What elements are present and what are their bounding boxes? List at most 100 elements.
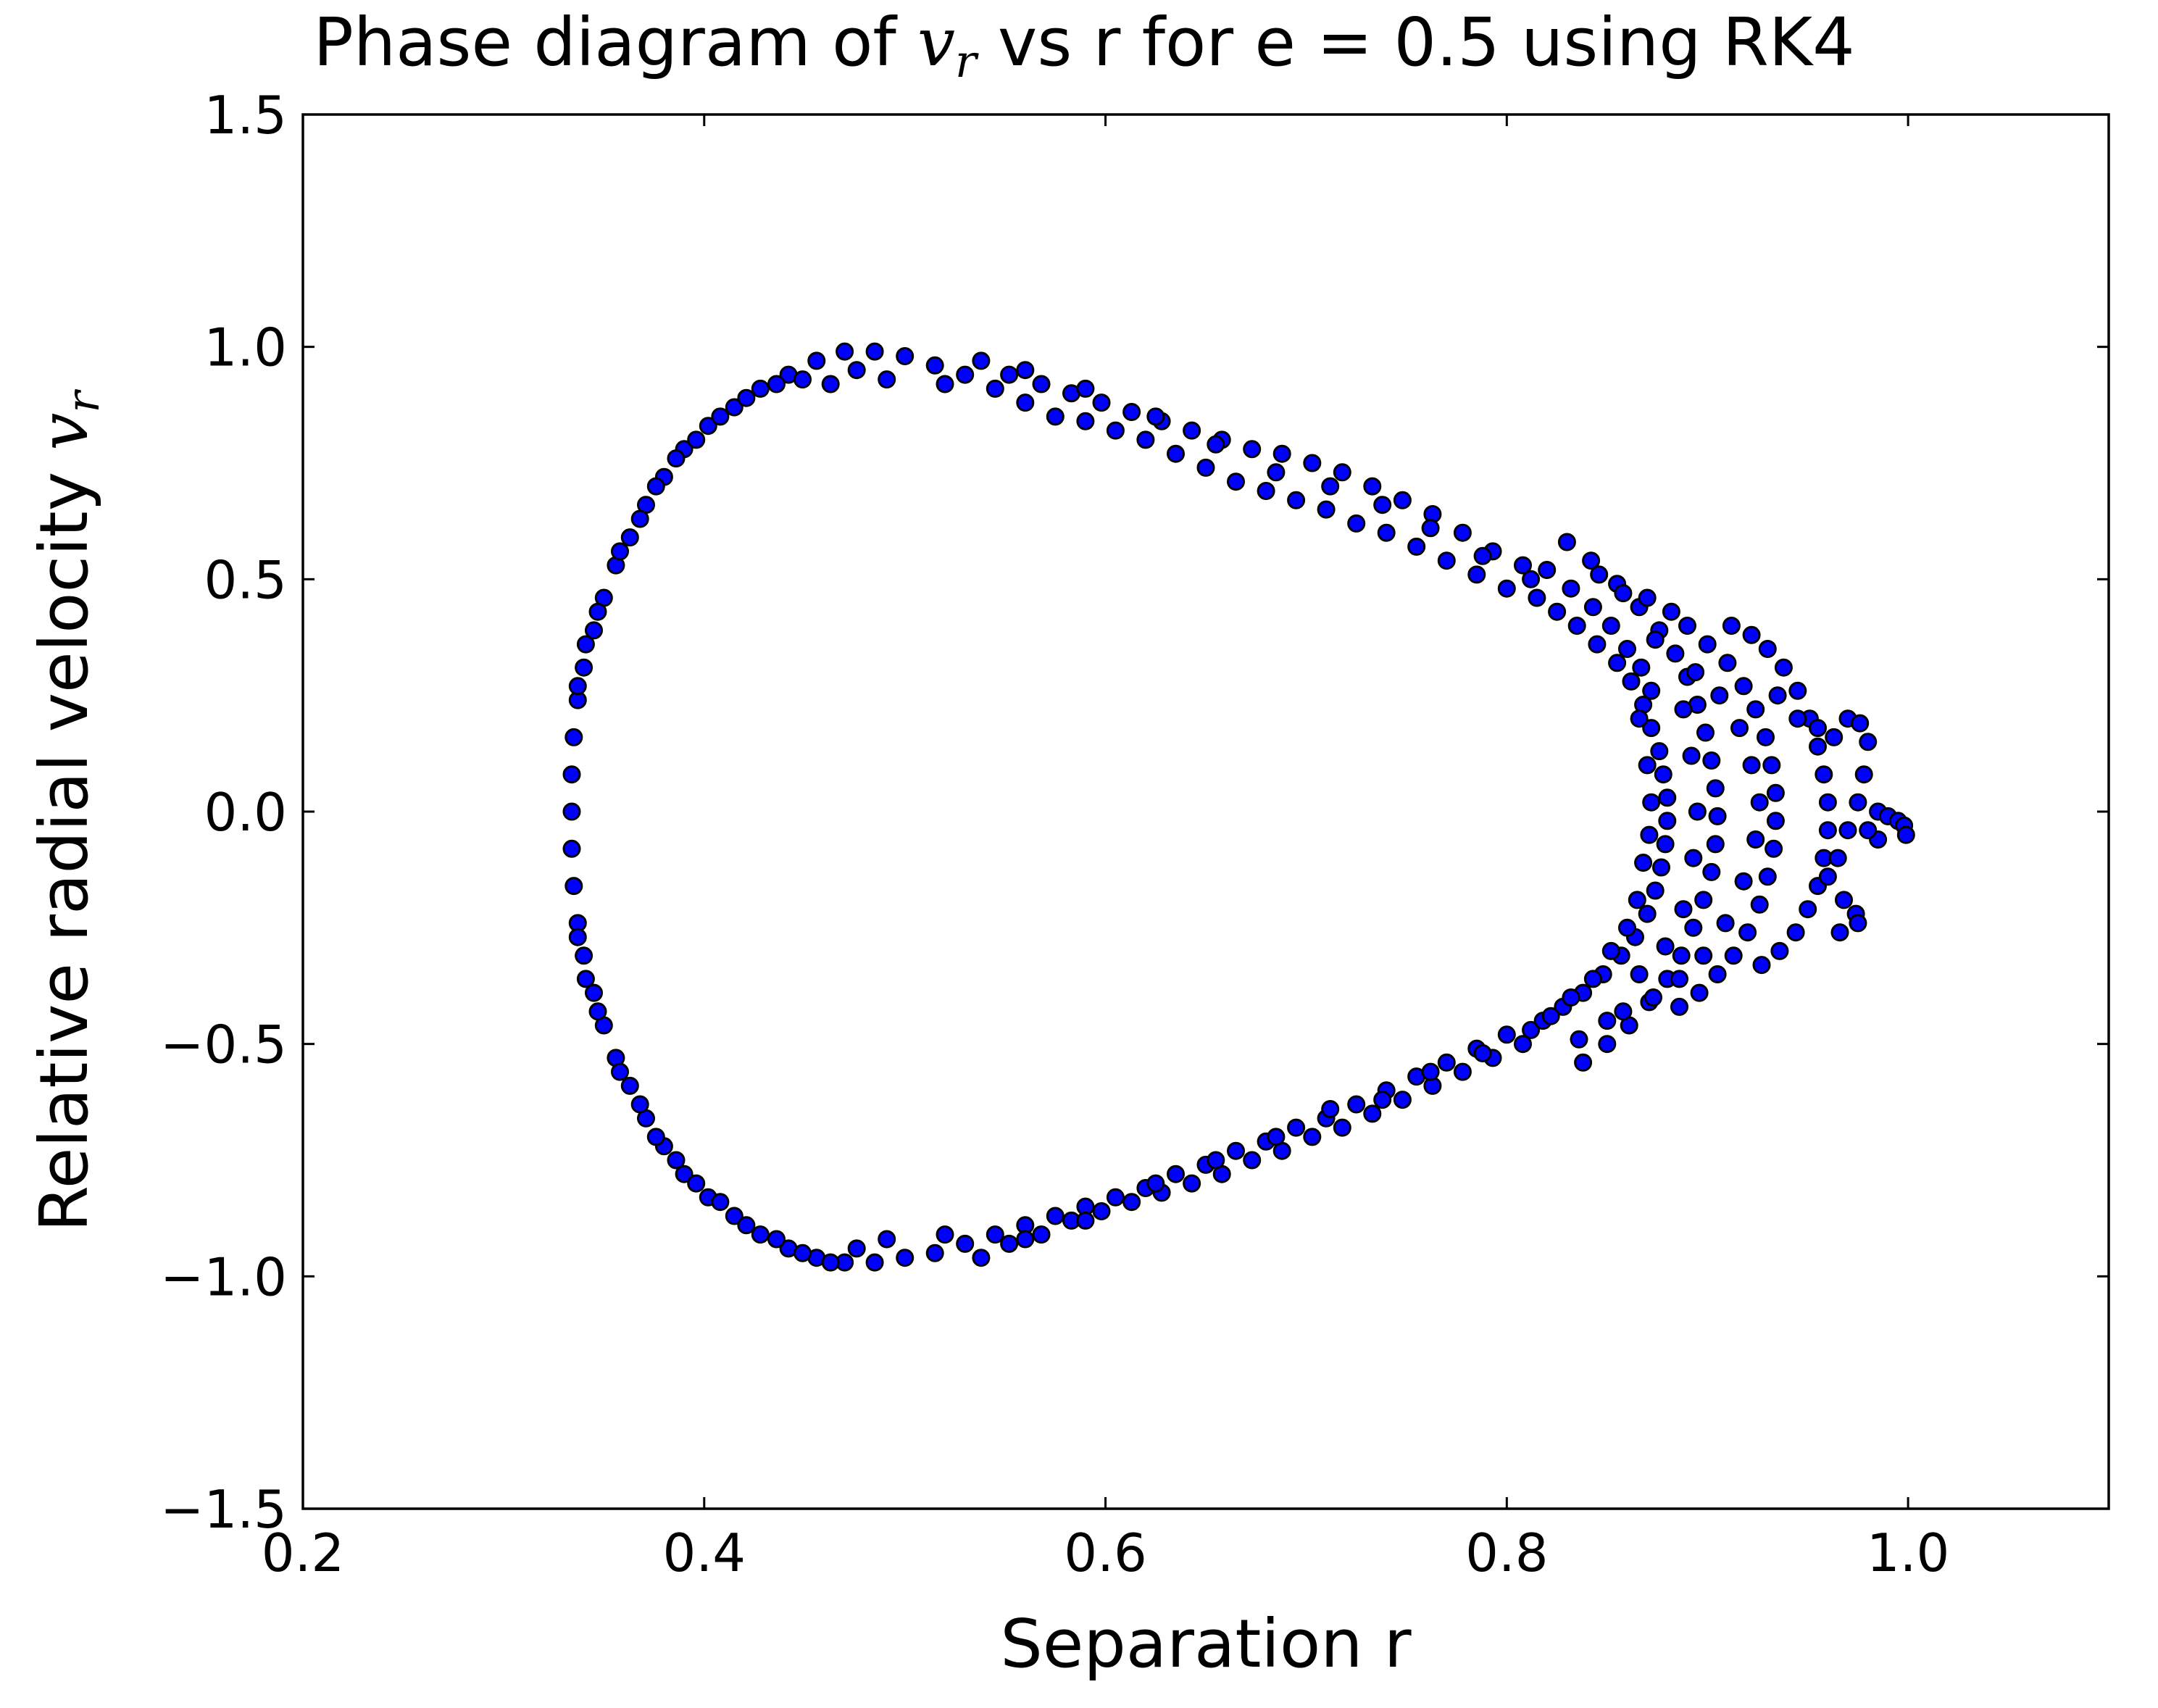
scatter-point bbox=[646, 477, 665, 496]
scatter-point bbox=[1497, 579, 1516, 598]
scatter-point bbox=[1167, 1165, 1185, 1183]
scatter-point bbox=[1750, 793, 1769, 812]
scatter-point bbox=[1758, 640, 1777, 658]
scatter-point bbox=[1742, 625, 1761, 644]
scatter-point bbox=[1654, 765, 1672, 784]
y-tick-label: 0.5 bbox=[204, 549, 287, 610]
scatter-point bbox=[1750, 895, 1769, 914]
scatter-point bbox=[1674, 700, 1693, 719]
x-tick-label: 1.0 bbox=[1867, 1522, 1950, 1583]
scatter-point bbox=[1548, 602, 1567, 621]
scatter-point bbox=[821, 375, 840, 393]
scatter-point bbox=[737, 388, 756, 407]
y-tick-label: 1.5 bbox=[204, 85, 287, 146]
scatter-point bbox=[1708, 807, 1727, 825]
scatter-point bbox=[1046, 1207, 1065, 1225]
scatter-point bbox=[675, 1165, 693, 1183]
scatter-point bbox=[576, 635, 595, 654]
scatter-point bbox=[1896, 825, 1915, 844]
scatter-point bbox=[1762, 756, 1781, 775]
scatter-point bbox=[1076, 379, 1095, 398]
scatter-point bbox=[1710, 686, 1729, 705]
x-tick-label: 0.2 bbox=[262, 1522, 345, 1583]
scatter-point bbox=[630, 1095, 649, 1114]
scatter-point bbox=[1646, 881, 1665, 900]
scatter-point bbox=[1514, 1035, 1532, 1054]
y-axis-label-prefix: Relative radial velocity bbox=[25, 451, 103, 1232]
scatter-point bbox=[1752, 956, 1771, 975]
scatter-point bbox=[1243, 1151, 1262, 1170]
scatter-point bbox=[1321, 477, 1340, 496]
scatter-point bbox=[1770, 941, 1789, 960]
scatter-point bbox=[1634, 854, 1653, 872]
scatter-point bbox=[936, 375, 954, 393]
scatter-point bbox=[1686, 663, 1705, 682]
scatter-point bbox=[1146, 407, 1165, 426]
scatter-point bbox=[1757, 728, 1775, 746]
scatter-point bbox=[1734, 872, 1753, 891]
scatter-point bbox=[1407, 537, 1426, 556]
scatter-point bbox=[588, 602, 607, 621]
scatter-point bbox=[1818, 821, 1837, 840]
scatter-point bbox=[1746, 830, 1765, 849]
scatter-point bbox=[1809, 737, 1827, 756]
scatter-point bbox=[956, 1234, 975, 1253]
scatter-point bbox=[1614, 1002, 1633, 1021]
scatter-point bbox=[1453, 1062, 1472, 1081]
scatter-point bbox=[1076, 1211, 1095, 1230]
scatter-point bbox=[562, 839, 581, 858]
scatter-point bbox=[588, 1002, 607, 1021]
scatter-point bbox=[1122, 403, 1141, 421]
scatter-point bbox=[1786, 923, 1805, 942]
scatter-point bbox=[1662, 602, 1680, 621]
scatter-point bbox=[1207, 1151, 1225, 1170]
scatter-point bbox=[1799, 900, 1817, 919]
scatter-point bbox=[630, 509, 649, 528]
scatter-point bbox=[1630, 965, 1649, 983]
scatter-point bbox=[1267, 463, 1286, 482]
scatter-point bbox=[1768, 686, 1787, 705]
scatter-point bbox=[1227, 472, 1245, 491]
scatter-point bbox=[1136, 430, 1155, 449]
scatter-point bbox=[836, 342, 854, 361]
scatter-point bbox=[972, 1249, 991, 1267]
scatter-point bbox=[878, 1230, 896, 1249]
scatter-point bbox=[1562, 988, 1580, 1007]
scatter-point bbox=[1016, 1230, 1035, 1249]
scatter-point bbox=[1146, 1174, 1165, 1193]
scatter-point bbox=[1514, 556, 1532, 575]
scatter-point bbox=[1522, 1020, 1541, 1039]
scatter-point bbox=[1818, 793, 1837, 812]
scatter-point bbox=[1694, 946, 1713, 965]
scatter-point bbox=[1696, 723, 1715, 742]
scatter-point bbox=[1706, 779, 1725, 798]
scatter-point bbox=[1622, 672, 1641, 691]
scatter-point bbox=[1656, 937, 1675, 956]
scatter-point bbox=[1567, 617, 1586, 635]
scatter-point bbox=[1574, 1053, 1593, 1072]
scatter-point bbox=[1682, 746, 1701, 765]
scatter-point bbox=[687, 430, 706, 449]
scatter-point bbox=[1644, 988, 1662, 1007]
scatter-point bbox=[847, 361, 866, 380]
scatter-point bbox=[821, 1253, 840, 1272]
scatter-point bbox=[620, 1076, 639, 1095]
scatter-point bbox=[575, 658, 593, 677]
scatter-point bbox=[1393, 1091, 1412, 1109]
scatter-point bbox=[1267, 1128, 1286, 1146]
scatter-point bbox=[1670, 970, 1688, 988]
scatter-point bbox=[1766, 783, 1785, 802]
scatter-point bbox=[1032, 1225, 1051, 1244]
scatter-point bbox=[725, 398, 743, 417]
scatter-point bbox=[936, 1225, 954, 1244]
scatter-point bbox=[1628, 891, 1646, 909]
chart-title-math-sub: r bbox=[955, 35, 979, 88]
scatter-point bbox=[1497, 1025, 1516, 1044]
scatter-point bbox=[1838, 821, 1857, 840]
scatter-point bbox=[1702, 862, 1721, 881]
y-tick-label: −0.5 bbox=[160, 1015, 287, 1075]
scatter-point bbox=[878, 370, 896, 389]
scatter-point bbox=[1046, 407, 1065, 426]
scatter-point bbox=[925, 356, 944, 375]
scatter-point bbox=[1708, 965, 1727, 983]
